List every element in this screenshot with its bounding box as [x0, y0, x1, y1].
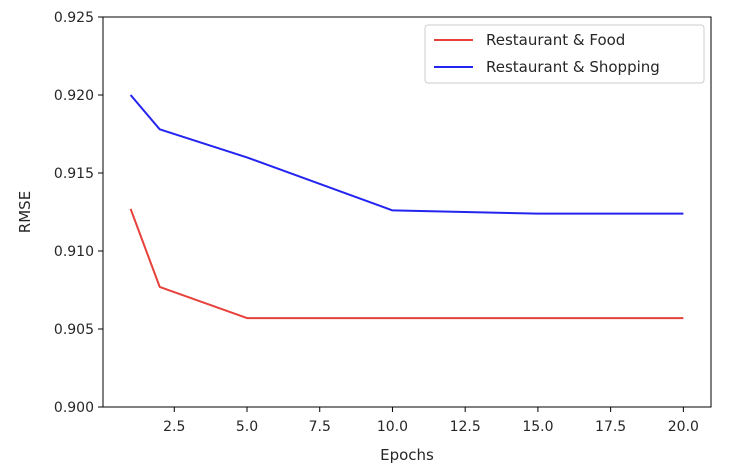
y-tick-label: 0.910: [54, 244, 94, 260]
series-lines: [129, 94, 684, 320]
series-line-1: [129, 208, 684, 320]
y-tick-label: 0.915: [54, 166, 94, 182]
series-line-2: [129, 94, 684, 215]
y-axis-ticks: 0.900 0.905 0.910 0.915 0.920 0.925: [54, 10, 103, 416]
x-tick-label: 20.0: [668, 419, 699, 435]
legend: Restaurant & Food Restaurant & Shopping: [424, 24, 705, 84]
x-tick-label: 17.5: [595, 419, 626, 435]
x-axis-label: Epochs: [380, 446, 434, 464]
x-tick-label: 10.0: [377, 419, 408, 435]
x-tick-label: 12.5: [450, 419, 481, 435]
legend-entry-1: Restaurant & Food: [486, 31, 625, 49]
x-tick-label: 2.5: [163, 419, 185, 435]
x-tick-label: 7.5: [309, 419, 331, 435]
y-tick-label: 0.900: [54, 400, 94, 416]
x-axis-ticks: 2.5 5.0 7.5 10.0 12.5 15.0 17.5 20.0: [163, 407, 699, 435]
x-tick-label: 15.0: [522, 419, 553, 435]
legend-box: [424, 24, 705, 84]
y-axis-label: RMSE: [16, 191, 34, 233]
y-tick-label: 0.920: [54, 88, 94, 104]
plot-area-frame: [102, 16, 712, 408]
legend-entry-2: Restaurant & Shopping: [486, 58, 660, 76]
x-tick-label: 5.0: [236, 419, 258, 435]
y-tick-label: 0.905: [54, 322, 94, 338]
y-tick-label: 0.925: [54, 10, 94, 26]
